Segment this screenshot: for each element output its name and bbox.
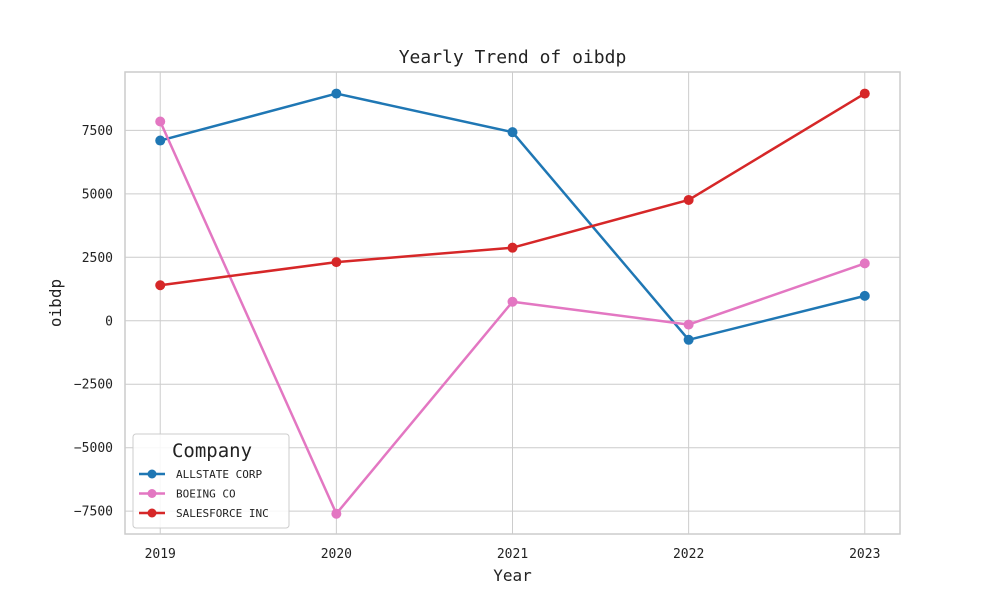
legend-item: BOEING CO xyxy=(139,488,236,501)
data-point xyxy=(683,319,694,330)
data-point xyxy=(331,88,342,99)
series-lines xyxy=(155,88,870,519)
data-point xyxy=(507,127,518,138)
x-tick-label: 2020 xyxy=(321,547,352,562)
y-tick-label: −7500 xyxy=(74,505,113,520)
legend-title: Company xyxy=(172,440,252,462)
data-point xyxy=(859,88,870,99)
y-tick-label: 7500 xyxy=(82,124,113,139)
data-point xyxy=(331,508,342,519)
y-tick-label: −5000 xyxy=(74,441,113,456)
series-allstate-corp xyxy=(155,88,870,345)
x-tick-label: 2022 xyxy=(673,547,704,562)
data-point xyxy=(507,296,518,307)
series-boeing-co xyxy=(155,116,870,519)
data-point xyxy=(155,135,166,146)
chart-title: Yearly Trend of oibdp xyxy=(399,47,627,68)
x-tick-label: 2019 xyxy=(145,547,176,562)
data-point xyxy=(507,242,518,253)
x-axis-title: Year xyxy=(493,566,532,585)
data-point xyxy=(859,290,870,301)
data-point xyxy=(155,280,166,291)
y-tick-label: −2500 xyxy=(74,378,113,393)
legend: Company ALLSTATE CORP BOEING CO SALESFORCE … xyxy=(132,433,290,529)
y-axis-title: oibdp xyxy=(46,279,65,327)
series-salesforce-inc xyxy=(155,88,870,291)
data-point xyxy=(155,116,166,127)
legend-swatch-marker xyxy=(147,508,157,518)
y-tick-label: 5000 xyxy=(82,187,113,202)
legend-label: ALLSTATE CORP xyxy=(176,468,262,481)
y-tick-label: 2500 xyxy=(82,251,113,266)
x-tick-label: 2023 xyxy=(849,547,880,562)
y-tick-label: 0 xyxy=(105,314,113,329)
legend-label: BOEING CO xyxy=(176,488,236,501)
data-point xyxy=(331,257,342,268)
axis-ticks: 2019 2020 2021 2022 2023 −7500 −5000 −2500 0 2500… xyxy=(74,124,881,562)
legend-item: ALLSTATE CORP xyxy=(139,468,262,481)
data-point xyxy=(683,194,694,205)
legend-item: SALESFORCE INC xyxy=(139,507,269,520)
legend-box xyxy=(132,433,290,529)
legend-swatch-marker xyxy=(147,489,157,498)
legend-swatch-marker xyxy=(147,469,157,479)
legend-label: SALESFORCE INC xyxy=(176,507,269,520)
data-point xyxy=(683,334,694,345)
data-point xyxy=(859,258,870,269)
x-tick-label: 2021 xyxy=(497,547,528,562)
